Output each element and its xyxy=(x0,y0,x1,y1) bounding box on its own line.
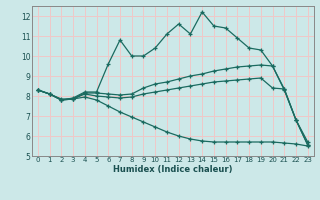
X-axis label: Humidex (Indice chaleur): Humidex (Indice chaleur) xyxy=(113,165,233,174)
